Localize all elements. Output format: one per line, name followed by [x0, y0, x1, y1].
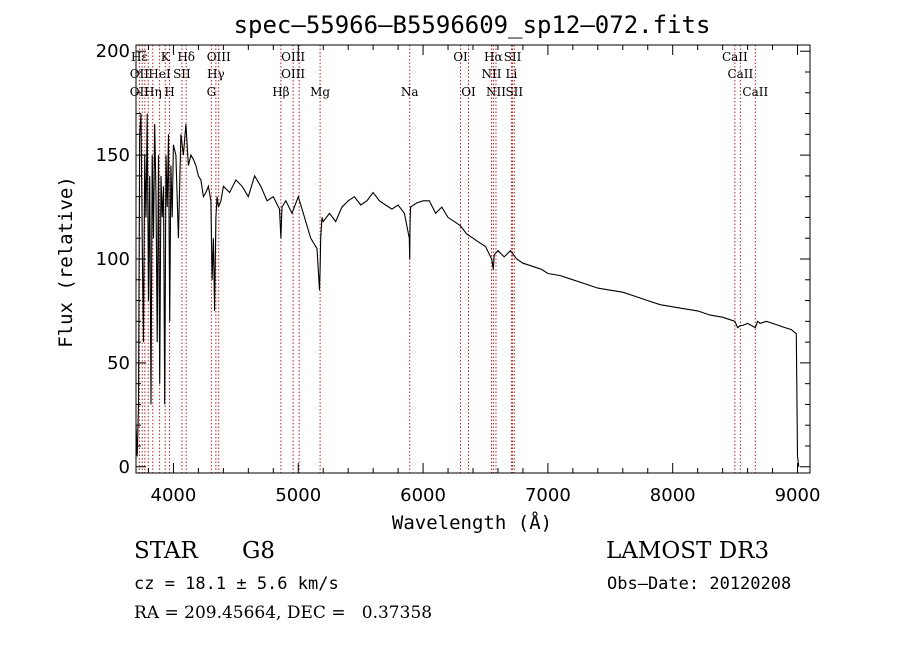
axes: 4000 5000 6000 7000 8000 9000 0 50 100 150 200	[96, 41, 821, 506]
chart-title: spec–55966–B5596609_sp12–072.fits	[234, 11, 711, 39]
marker-label: Na	[401, 85, 419, 99]
marker-label: HeI	[148, 67, 171, 81]
subclass-label: G8	[242, 538, 276, 564]
marker-label: Mg	[310, 85, 330, 99]
y-tick-label: 150	[96, 145, 130, 166]
marker-label: Hη	[144, 85, 162, 99]
x-tick-label: 9000	[775, 485, 821, 506]
marker-label: K	[161, 50, 171, 64]
marker-label: OIII	[207, 50, 231, 64]
y-tick-label: 0	[119, 457, 130, 478]
marker-label: NII	[481, 67, 501, 81]
marker-label: Hβ	[272, 85, 289, 99]
class-label: STAR	[134, 538, 198, 564]
marker-label: CaII	[722, 50, 748, 64]
y-tick-label: 100	[96, 249, 130, 270]
survey-label: LAMOST DR3	[606, 538, 770, 564]
x-axis-label: Wavelength (Å)	[392, 511, 552, 534]
marker-label: SII	[173, 67, 191, 81]
marker-label: OIII	[281, 67, 305, 81]
marker-label: SII	[505, 85, 523, 99]
marker-label: H	[164, 85, 174, 99]
marker-label: OI	[453, 50, 468, 64]
marker-label: OII	[130, 67, 150, 81]
obs-date: Obs–Date: 20120208	[607, 574, 792, 594]
marker-label: CaII	[727, 67, 753, 81]
spectrum-line	[135, 113, 800, 467]
marker-label: Hα	[484, 50, 503, 64]
marker-label: OII	[130, 85, 150, 99]
x-tick-label: 6000	[400, 485, 446, 506]
x-tick-label: 5000	[275, 485, 321, 506]
marker-label: OI	[461, 85, 476, 99]
marker-label: NII	[486, 85, 506, 99]
marker-label: SII	[504, 50, 522, 64]
marker-label: G	[207, 85, 217, 99]
x-tick-label: 4000	[151, 485, 197, 506]
y-tick-label: 200	[96, 41, 130, 62]
marker-label: CaII	[742, 85, 768, 99]
y-tick-label: 50	[107, 353, 130, 374]
marker-label: OIII	[281, 50, 305, 64]
data-series	[135, 113, 800, 467]
x-tick-label: 7000	[525, 485, 571, 506]
marker-label: Hγ	[207, 67, 225, 81]
plot-frame	[135, 44, 811, 474]
marker-label: Hε	[131, 50, 148, 64]
marker-label: Li	[506, 67, 518, 81]
y-axis-label: Flux (relative)	[55, 176, 77, 348]
redshift-cz: cz = 18.1 ± 5.6 km/s	[134, 574, 339, 594]
x-tick-label: 8000	[650, 485, 696, 506]
ra-dec: RA = 209.45664, DEC = 0.37358	[134, 603, 433, 623]
marker-label: Hδ	[177, 50, 195, 64]
